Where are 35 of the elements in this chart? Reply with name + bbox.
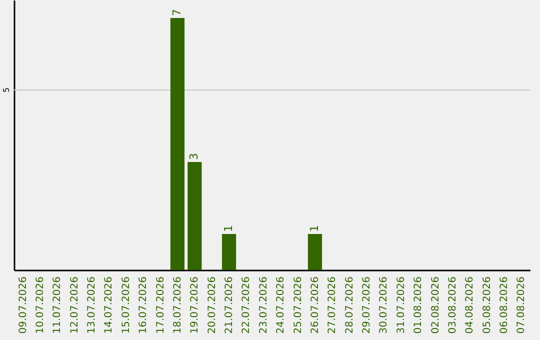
x-tick-label: 06.08.2026 [499, 276, 510, 334]
x-tick-label: 02.08.2026 [430, 276, 442, 334]
x-tick-label: 25.07.2026 [292, 276, 304, 334]
x-tick-label: 23.07.2026 [258, 276, 270, 334]
x-tick-label: 16.07.2026 [138, 276, 150, 334]
x-tick-label: 20.07.2026 [206, 276, 218, 334]
x-tick-label: 19.07.2026 [190, 276, 201, 334]
x-tick-label: 11.07.2026 [52, 276, 64, 334]
ref-line-label: 5 [2, 87, 11, 93]
data-label: 3 [188, 153, 201, 160]
x-tick-label: 01.08.2026 [413, 276, 424, 334]
x-tick-label: 21.07.2026 [224, 276, 236, 334]
x-tick-label: 15.07.2026 [120, 276, 132, 334]
x-tick-label: 05.08.2026 [482, 276, 493, 334]
x-tick-label: 12.07.2026 [69, 276, 80, 334]
x-tick-label: 27.07.2026 [327, 276, 338, 334]
data-label: 7 [170, 9, 184, 16]
data-label: 1 [222, 225, 236, 232]
x-tick-label: 04.08.2026 [464, 276, 476, 334]
x-tick-label: 03.08.2026 [447, 276, 458, 334]
x-tick-label: 18.07.2026 [172, 276, 184, 334]
x-tick-label: 14.07.2026 [104, 276, 115, 334]
x-tick-label: 22.07.2026 [241, 276, 252, 334]
x-tick-label: 29.07.2026 [362, 276, 373, 334]
x-tick-label: 30.07.2026 [378, 276, 390, 334]
x-tick-label: 09.07.2026 [18, 276, 29, 334]
x-tick-label: 13.07.2026 [86, 276, 98, 334]
x-tick-label: 07.08.2026 [516, 276, 528, 334]
data-label: 1 [308, 225, 321, 232]
x-tick-label: 31.07.2026 [396, 276, 407, 334]
x-tick-label: 24.07.2026 [276, 276, 287, 334]
x-tick-label: 26.07.2026 [310, 276, 321, 334]
x-tick-label: 10.07.2026 [34, 276, 46, 334]
x-tick-label: 17.07.2026 [155, 276, 166, 334]
x-tick-label: 28.07.2026 [344, 276, 356, 334]
